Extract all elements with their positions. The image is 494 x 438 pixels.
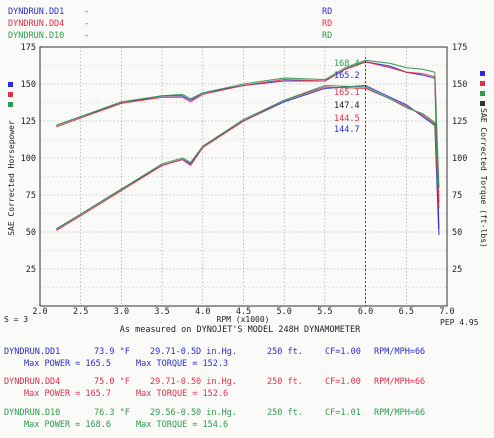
header-run-2-file: DYNDRUN.DD4 bbox=[8, 19, 65, 29]
side-markers bbox=[8, 71, 485, 107]
power-curve-run-2 bbox=[56, 86, 440, 231]
cursor-readout-3: 165.1 bbox=[334, 88, 360, 98]
power-curve-run-1 bbox=[56, 84, 440, 236]
x-tick-label: 5.0 bbox=[277, 307, 292, 317]
plot-frame bbox=[39, 46, 448, 307]
x-tick-label: 6.5 bbox=[399, 307, 414, 317]
footer-run-3-max-power: Max POWER = 168.6 bbox=[24, 420, 111, 430]
right-marker-3 bbox=[480, 91, 485, 96]
chart-subtitle: As measured on DYNOJET'S MODEL 248H DYNA… bbox=[120, 325, 361, 335]
footer-run-2-baro: 29.71-0.50 in.Hg. bbox=[150, 377, 237, 387]
x-tick-label: 7.0 bbox=[439, 307, 454, 317]
footer-run-1-file: DYNDRUN.DD1 bbox=[4, 347, 61, 357]
left-marker-1 bbox=[8, 82, 13, 87]
y-tick-label-left: 100 bbox=[21, 154, 36, 164]
torque-curve-run-2 bbox=[56, 61, 440, 203]
footer-run-3-rpm: RPM/MPH=66 bbox=[374, 408, 426, 418]
header-run-1-file: DYNDRUN.DD1 bbox=[8, 7, 65, 17]
x-tick-label: 4.5 bbox=[236, 307, 251, 317]
torque-curve-run-1 bbox=[56, 61, 440, 230]
y-axis-label-right: SAE Corrected Torque (ft-lbs) bbox=[479, 108, 488, 248]
footer-run-1-cf: CF=1.00 bbox=[325, 347, 361, 357]
header-run-2-dash: - bbox=[84, 19, 90, 29]
footer-run-2-max-torque: Max TORQUE = 152.6 bbox=[136, 389, 229, 399]
y-tick-label-right: 175 bbox=[452, 43, 467, 53]
header-run-1-suffix: RD bbox=[322, 7, 333, 17]
footer-run-1-max-power: Max POWER = 165.5 bbox=[24, 359, 111, 369]
footer-run-1-alt: 250 ft. bbox=[267, 347, 303, 357]
torque-curve-run-3 bbox=[56, 59, 440, 188]
footer-run-2-alt: 250 ft. bbox=[267, 377, 303, 387]
footer-run-3-cf: CF=1.01 bbox=[325, 408, 361, 418]
x-tick-label: 3.0 bbox=[114, 307, 129, 317]
y-tick-label-right: 150 bbox=[452, 80, 467, 90]
footer-run-3-temp: 76.3 °F bbox=[94, 408, 130, 418]
y-tick-label-right: 125 bbox=[452, 117, 467, 127]
x-tick-label: 5.5 bbox=[317, 307, 332, 317]
footer-run-2-file: DYNDRUN.DD4 bbox=[4, 377, 61, 387]
header-run-3-file: DYNDRUN.D10 bbox=[8, 31, 65, 41]
y-tick-label-right: 100 bbox=[452, 154, 467, 164]
cursor-readout-4: 147.4 bbox=[334, 101, 360, 111]
x-axis-label: RPM (x1000) bbox=[217, 315, 270, 324]
footer-run-2-rpm: RPM/MPH=66 bbox=[374, 377, 426, 387]
right-marker-1 bbox=[480, 71, 485, 76]
x-tick-label: 2.0 bbox=[32, 307, 47, 317]
header-run-3-suffix: RD bbox=[322, 31, 333, 41]
header-run-1-dash: - bbox=[84, 7, 90, 17]
header-run-2-suffix: RD bbox=[322, 19, 333, 29]
y-tick-label-left: 50 bbox=[26, 228, 36, 238]
footer-run-2-temp: 75.0 °F bbox=[94, 377, 130, 387]
footer-run-1-baro: 29.71-0.5D in.Hg. bbox=[150, 347, 237, 357]
x-tick-label: 2.5 bbox=[73, 307, 88, 317]
footer-run-3-alt: 250 ft. bbox=[267, 408, 303, 418]
footer-run-3-file: DYNDRUN.D10 bbox=[4, 408, 61, 418]
footer-run-1-temp: 73.9 °F bbox=[94, 347, 130, 357]
smoothing-label: S = 3 bbox=[4, 315, 28, 324]
left-marker-2 bbox=[8, 92, 13, 97]
y-tick-label-left: 75 bbox=[26, 191, 36, 201]
x-tick-label: 3.5 bbox=[154, 307, 169, 317]
footer-run-1-rpm: RPM/MPH=66 bbox=[374, 347, 426, 357]
x-tick-label: 4.0 bbox=[195, 307, 210, 317]
y-tick-label-right: 25 bbox=[452, 265, 462, 275]
y-tick-label-left: 175 bbox=[21, 43, 36, 53]
cursor-readout-6: 144.7 bbox=[334, 125, 360, 135]
cursor-readout-1: 168.4 bbox=[334, 59, 360, 69]
y-tick-label-right: 75 bbox=[452, 191, 462, 201]
y-tick-label-left: 125 bbox=[21, 117, 36, 127]
right-marker-4 bbox=[480, 101, 485, 106]
header-run-3-dash: - bbox=[84, 31, 90, 41]
y-axis-label-left: SAE Corrected Horsepower bbox=[7, 120, 16, 236]
y-tick-label-left: 25 bbox=[26, 265, 36, 275]
left-marker-3 bbox=[8, 102, 13, 107]
footer-run-1-max-torque: Max TORQUE = 152.3 bbox=[136, 359, 229, 369]
footer-run-2-max-power: Max POWER = 165.7 bbox=[24, 389, 111, 399]
footer-run-2-cf: CF=1.00 bbox=[325, 377, 361, 387]
data-curves bbox=[56, 59, 440, 236]
tick-labels: 2.0 2.5 3.0 3.5 4.0 4.5 5.0 5.5 6.0 6.5 7.0 25 50 75 1… bbox=[21, 43, 468, 317]
cursor-readout-2: 165.2 bbox=[334, 71, 360, 81]
x-tick-label: 6.0 bbox=[358, 307, 373, 317]
footer-run-3-max-torque: Max TORQUE = 154.6 bbox=[136, 420, 229, 430]
right-marker-2 bbox=[480, 81, 485, 86]
cursor-readout-5: 144.5 bbox=[334, 114, 360, 124]
power-curve-run-3 bbox=[56, 84, 440, 230]
y-tick-label-left: 150 bbox=[21, 80, 36, 90]
pep-label: PEP 4.95 bbox=[440, 318, 479, 327]
footer-run-3-baro: 29.56-0.50 in.Hg. bbox=[150, 408, 237, 418]
y-tick-label-right: 50 bbox=[452, 228, 462, 238]
